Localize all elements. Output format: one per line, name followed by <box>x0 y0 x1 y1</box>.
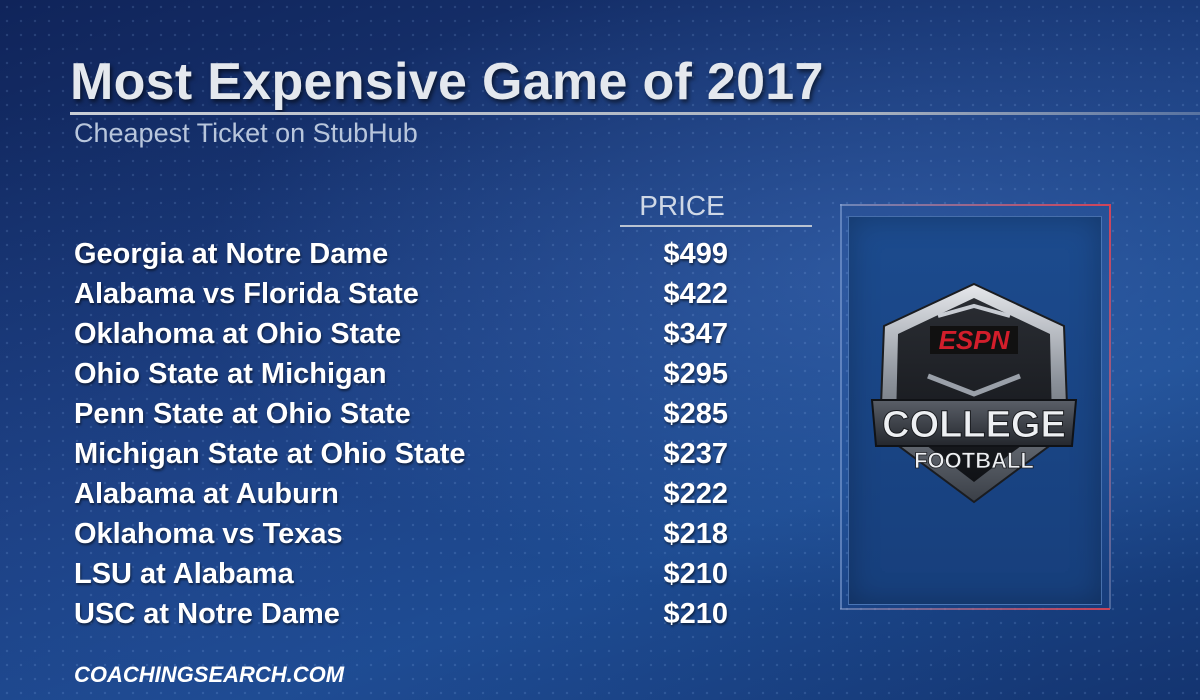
logo-espn-plate <box>930 326 1018 354</box>
logo-frame-top-border <box>840 204 1110 206</box>
game-price: $422 <box>663 277 728 310</box>
logo-chevron <box>927 373 1021 397</box>
game-price: $210 <box>663 557 728 590</box>
page-subtitle: Cheapest Ticket on StubHub <box>74 118 418 148</box>
game-price: $237 <box>663 437 728 470</box>
game-name: Oklahoma vs Texas <box>74 517 343 550</box>
list-item: USC at Notre Dame $210 <box>74 594 728 634</box>
list-item: LSU at Alabama $210 <box>74 554 728 594</box>
game-name: USC at Notre Dame <box>74 597 340 630</box>
list-item: Ohio State at Michigan $295 <box>74 354 728 394</box>
game-name: Oklahoma at Ohio State <box>74 317 402 350</box>
list-item: Oklahoma vs Texas $218 <box>74 514 728 554</box>
logo-chevron <box>937 303 1011 318</box>
game-price: $499 <box>663 237 728 270</box>
game-price: $347 <box>663 317 728 350</box>
list-item: Alabama at Auburn $222 <box>74 474 728 514</box>
game-price: $222 <box>663 477 728 510</box>
game-name: Alabama vs Florida State <box>74 277 419 310</box>
list-item: Michigan State at Ohio State $237 <box>74 434 728 474</box>
game-name: Ohio State at Michigan <box>74 357 387 390</box>
source-credit: COACHINGSEARCH.COM <box>74 662 345 687</box>
price-column-header: PRICE <box>639 190 725 221</box>
game-name: Michigan State at Ohio State <box>74 437 466 470</box>
game-price: $218 <box>663 517 728 550</box>
title-underline <box>70 112 1200 115</box>
logo-football-text: FOOTBALL <box>914 448 1034 473</box>
espn-college-football-logo: ESPN COLLEGE FOOTBALL <box>870 282 1078 504</box>
list-item: Alabama vs Florida State $422 <box>74 274 728 314</box>
page-title: Most Expensive Game of 2017 <box>70 53 824 111</box>
game-price: $210 <box>663 597 728 630</box>
list-item: Oklahoma at Ohio State $347 <box>74 314 728 354</box>
game-name: LSU at Alabama <box>74 557 294 590</box>
game-name: Alabama at Auburn <box>74 477 339 510</box>
price-header-underline <box>620 225 812 227</box>
list-item: Georgia at Notre Dame $499 <box>74 234 728 274</box>
logo-frame-bottom-border <box>840 608 1110 610</box>
logo-college-text: COLLEGE <box>882 404 1066 446</box>
game-name: Georgia at Notre Dame <box>74 237 389 270</box>
game-name: Penn State at Ohio State <box>74 397 411 430</box>
list-item: Penn State at Ohio State $285 <box>74 394 728 434</box>
games-list: Georgia at Notre Dame $499 Alabama vs Fl… <box>74 234 728 634</box>
game-price: $285 <box>663 397 728 430</box>
logo-frame-left-border <box>840 204 842 609</box>
game-price: $295 <box>663 357 728 390</box>
logo-espn-wordmark: ESPN <box>939 325 1011 355</box>
logo-frame-right-border <box>1109 204 1111 609</box>
logo-banner <box>870 399 1078 447</box>
